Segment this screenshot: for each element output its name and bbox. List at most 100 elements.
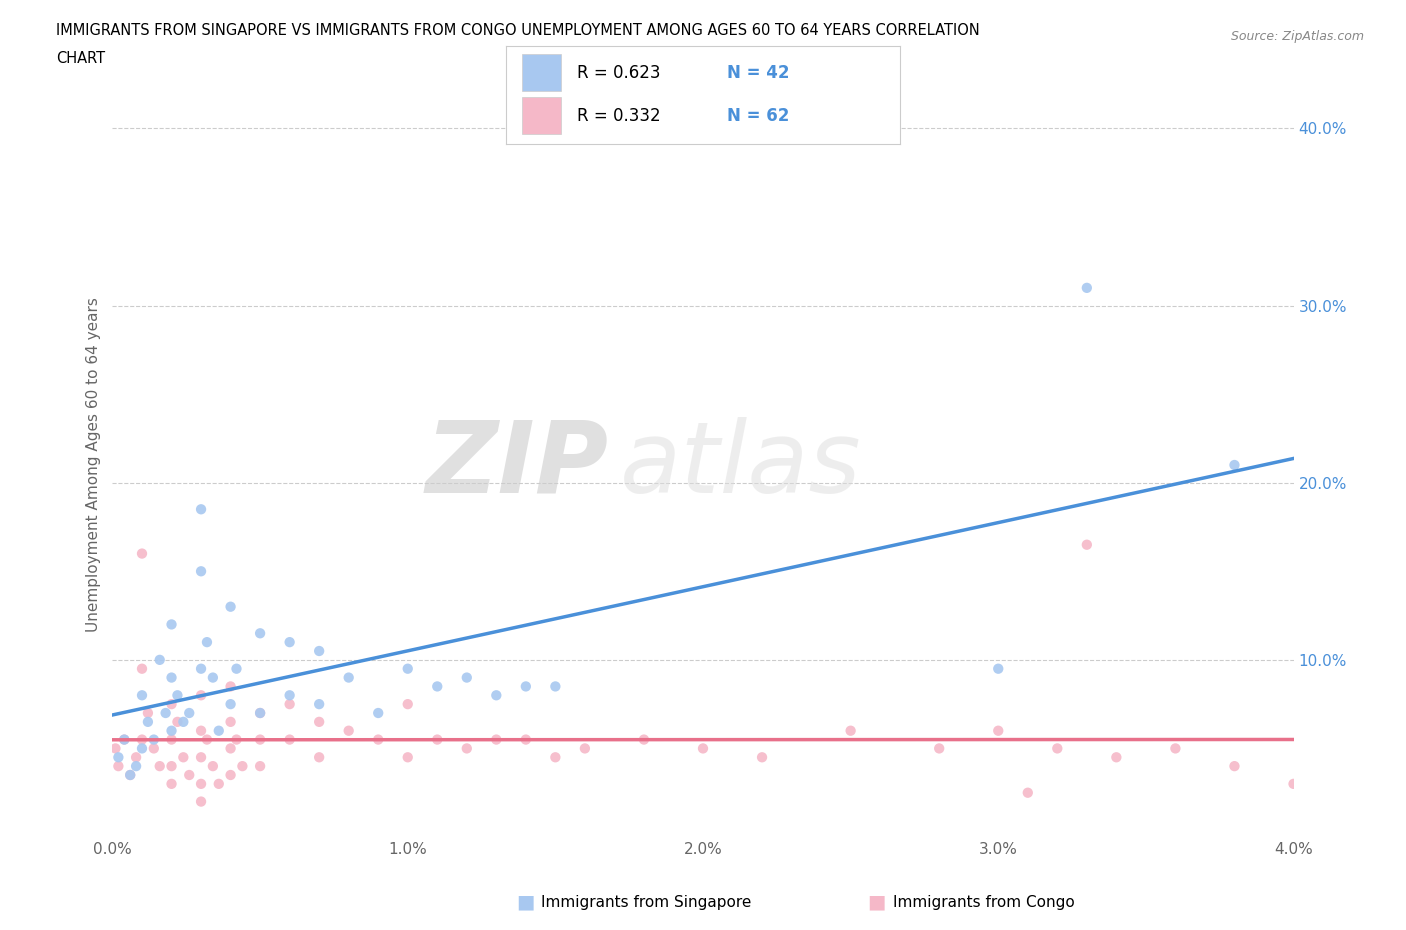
Point (308, 750, 330, 764)
Point (515, 679, 537, 694)
Point (1046, 741, 1069, 756)
Point (131, 741, 153, 756)
Point (1223, 458, 1246, 472)
Point (190, 688, 212, 703)
Point (1223, 759, 1246, 774)
Point (131, 546, 153, 561)
Point (278, 634, 301, 649)
Text: R = 0.332: R = 0.332 (576, 107, 661, 125)
Point (278, 732, 301, 747)
Y-axis label: Unemployment Among Ages 60 to 64 years: Unemployment Among Ages 60 to 64 years (86, 298, 101, 632)
Point (1105, 750, 1128, 764)
Point (839, 724, 862, 738)
Point (195, 634, 218, 649)
Point (136, 706, 159, 721)
Point (160, 759, 183, 774)
Point (751, 750, 773, 764)
Point (308, 714, 330, 729)
Point (249, 732, 271, 747)
Text: Immigrants from Congo: Immigrants from Congo (893, 895, 1074, 910)
Point (112, 732, 135, 747)
Point (308, 697, 330, 711)
Point (544, 750, 567, 764)
Point (1017, 785, 1039, 800)
Point (179, 767, 201, 782)
Text: ■: ■ (868, 893, 886, 911)
Point (190, 661, 212, 676)
Point (142, 732, 165, 747)
Point (131, 688, 153, 703)
Point (120, 767, 142, 782)
Point (1076, 281, 1098, 296)
Point (166, 714, 188, 729)
Point (208, 777, 231, 791)
Point (337, 671, 360, 685)
Point (160, 732, 183, 747)
Point (544, 679, 567, 694)
Point (219, 714, 242, 729)
Point (249, 706, 271, 721)
Text: N = 62: N = 62 (727, 107, 789, 125)
Point (249, 759, 271, 774)
Point (142, 741, 165, 756)
Point (201, 759, 224, 774)
Point (231, 759, 253, 774)
Point (1282, 777, 1305, 791)
Point (201, 671, 224, 685)
Point (249, 706, 271, 721)
Point (987, 724, 1010, 738)
Point (396, 750, 419, 764)
Point (574, 741, 596, 756)
Text: Source: ZipAtlas.com: Source: ZipAtlas.com (1230, 30, 1364, 43)
Point (190, 794, 212, 809)
Text: Immigrants from Singapore: Immigrants from Singapore (541, 895, 752, 910)
Point (195, 732, 218, 747)
Point (190, 724, 212, 738)
Point (987, 661, 1010, 676)
Point (225, 732, 247, 747)
Point (125, 750, 148, 764)
Point (396, 661, 419, 676)
Point (160, 617, 183, 631)
Bar (522, 98, 561, 135)
Point (160, 724, 183, 738)
Point (219, 679, 242, 694)
Point (136, 714, 159, 729)
Text: N = 42: N = 42 (727, 64, 789, 82)
Point (367, 706, 389, 721)
Point (928, 741, 950, 756)
Point (219, 741, 242, 756)
Point (190, 502, 212, 517)
Point (219, 599, 242, 614)
Point (1076, 538, 1098, 552)
Point (396, 697, 419, 711)
Point (179, 706, 201, 721)
Point (426, 679, 449, 694)
Point (190, 777, 212, 791)
Text: R = 0.623: R = 0.623 (576, 64, 661, 82)
Text: CHART: CHART (56, 51, 105, 66)
Point (149, 653, 172, 668)
Point (456, 741, 478, 756)
Point (120, 767, 142, 782)
Point (633, 732, 655, 747)
Point (125, 759, 148, 774)
Point (112, 732, 135, 747)
Bar (522, 54, 561, 91)
Point (692, 741, 714, 756)
Text: ZIP: ZIP (426, 417, 609, 513)
Point (160, 777, 183, 791)
Text: atlas: atlas (620, 417, 862, 513)
Point (278, 688, 301, 703)
Point (456, 671, 478, 685)
Point (172, 714, 194, 729)
Point (208, 724, 231, 738)
Point (155, 706, 177, 721)
Point (337, 724, 360, 738)
Point (149, 759, 172, 774)
Point (160, 671, 183, 685)
Point (219, 697, 242, 711)
Point (107, 759, 129, 774)
Point (278, 697, 301, 711)
Point (249, 626, 271, 641)
